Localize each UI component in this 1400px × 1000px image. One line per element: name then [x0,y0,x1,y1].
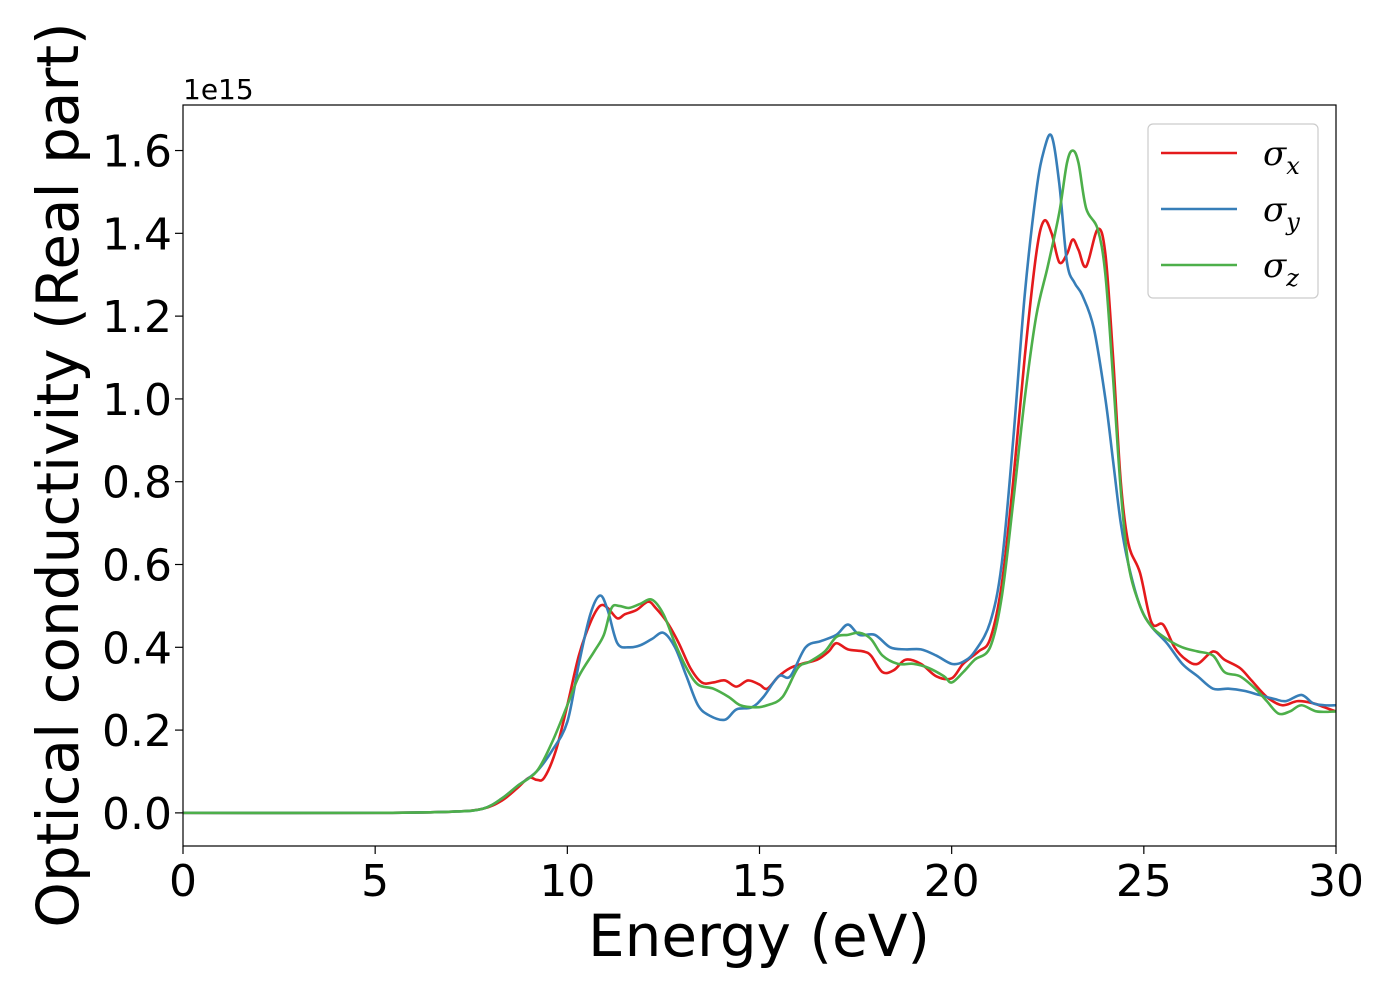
x-axis-ticks: 0 5 10 15 20 25 30 [169,846,1364,907]
y-offset-label: 1e15 [183,73,254,106]
x-axis-title: Energy (eV) [588,902,930,970]
plot-area-background [183,105,1336,846]
y-tick-label: 0.2 [102,706,172,757]
y-axis-title: Optical conductivity (Real part) [24,22,92,927]
y-tick-label: 0.0 [102,789,172,840]
legend-label-sigma-z: σz [1263,246,1299,292]
x-tick-label: 25 [1116,856,1172,907]
legend-label-sigma-x: σx [1263,134,1300,180]
y-tick-label: 1.6 [102,127,172,178]
x-tick-label: 20 [924,856,980,907]
y-tick-label: 0.4 [102,623,172,674]
y-tick-label: 1.0 [102,375,172,426]
series-line-sigma-y [182,133,1337,815]
legend-label-sigma-y: σy [1263,190,1300,236]
y-tick-label: 0.6 [102,541,172,592]
x-tick-label: 15 [732,856,788,907]
legend: σx σy σz [1147,123,1319,299]
series-line-sigma-z [182,149,1337,815]
x-tick-label: 0 [169,856,197,907]
x-tick-label: 5 [361,856,389,907]
legend-box [1147,123,1319,299]
y-axis-ticks: 0.0 0.2 0.4 0.6 0.8 1.0 1.2 1.4 1.6 [102,127,183,840]
x-tick-label: 30 [1308,856,1364,907]
y-tick-label: 1.2 [102,292,172,343]
y-tick-label: 0.8 [102,458,172,509]
x-tick-label: 10 [539,856,595,907]
y-tick-label: 1.4 [102,209,172,260]
series-line-sigma-x [182,218,1337,815]
series-lines [182,133,1337,815]
